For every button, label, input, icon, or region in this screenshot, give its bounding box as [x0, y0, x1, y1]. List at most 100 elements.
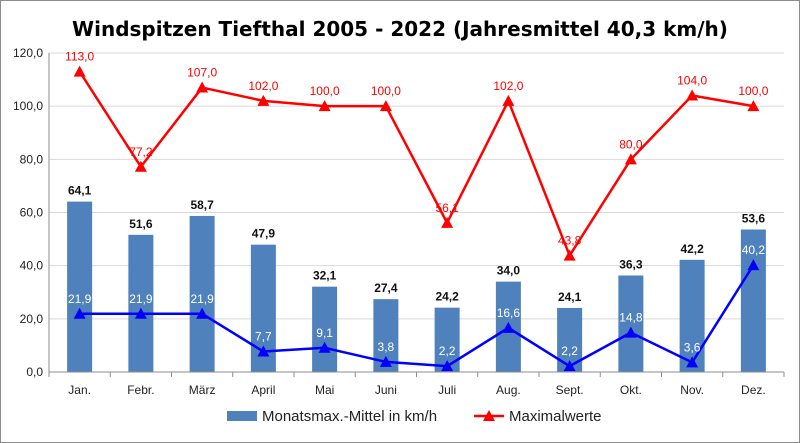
blue-point [563, 360, 576, 372]
line-series: 113,0 77,2 107,0 102,0 100,0 100,0 56,1 102,0 43… [65, 50, 769, 372]
legend-label-line: Maximalwerte [509, 408, 602, 425]
legend: Monatsmax.-Mittel in km/h Maximalwerte [227, 408, 602, 425]
max-value-label: 113,0 [65, 50, 94, 64]
x-category-label: März [189, 383, 216, 397]
y-tick-label: 100,0 [13, 99, 43, 113]
blue-point [747, 259, 760, 271]
y-tick-label: 40,0 [20, 259, 44, 273]
x-category-label: Dez. [741, 383, 766, 397]
bar [189, 215, 215, 372]
bar-labels: 64,1 51,6 58,7 47,9 32,1 27,4 24,2 34,0 24,1 36,3… [68, 184, 765, 304]
blue-value-label: 3,8 [378, 340, 395, 354]
blue-point [624, 326, 637, 338]
x-category-label: Okt. [620, 383, 642, 397]
max-line [78, 70, 754, 257]
x-category-label: Juli [438, 383, 456, 397]
bar [618, 275, 644, 372]
blue-value-label: 16,6 [497, 306, 521, 320]
bar-value-label: 64,1 [68, 184, 92, 198]
y-tick-label: 20,0 [20, 312, 44, 326]
y-axis: 0,0 20,0 40,0 60,0 80,0 100,0 120,0 [13, 46, 50, 379]
legend-swatch-bars [227, 411, 257, 421]
max-value-label: 80,0 [619, 137, 643, 151]
max-value-label: 107,0 [187, 66, 217, 80]
max-point [73, 65, 86, 77]
max-point [747, 100, 760, 112]
bar-value-label: 51,6 [129, 217, 153, 231]
blue-point [441, 360, 454, 372]
blue-line [79, 264, 755, 368]
chart-title: Windspitzen Tiefthal 2005 - 2022 (Jahres… [72, 17, 728, 41]
gridlines [49, 52, 784, 373]
legend-marker [483, 410, 495, 421]
x-category-label: Febr. [127, 383, 154, 397]
bar [679, 259, 705, 372]
y-tick-label: 120,0 [13, 46, 43, 60]
bar-value-label: 53,6 [742, 212, 766, 226]
blue-value-label: 40,2 [742, 243, 766, 257]
x-category-label: Juni [375, 383, 397, 397]
bar-value-label: 24,2 [435, 290, 459, 304]
bar-value-label: 36,3 [619, 258, 643, 272]
max-point [196, 81, 209, 93]
max-value-label: 102,0 [493, 79, 523, 93]
max-value-label: 43,8 [558, 234, 582, 248]
max-point [502, 94, 515, 106]
max-point [257, 94, 270, 106]
bar-value-label: 42,2 [680, 242, 704, 256]
x-category-label: Aug. [496, 383, 521, 397]
blue-point [134, 307, 147, 319]
bar-value-label: 34,0 [497, 264, 521, 278]
bar [312, 286, 338, 372]
max-point [563, 249, 576, 261]
bar-value-label: 27,4 [374, 281, 398, 295]
x-category-label: Nov. [680, 383, 704, 397]
max-point [686, 89, 699, 101]
bar [740, 229, 766, 372]
blue-value-label: 21,9 [68, 292, 92, 306]
max-point [624, 153, 637, 165]
blue-value-label: 21,9 [129, 292, 153, 306]
y-tick-label: 0,0 [26, 365, 43, 379]
max-point [134, 160, 147, 172]
bar-value-label: 24,1 [558, 290, 582, 304]
max-value-label: 100,0 [371, 84, 401, 98]
y-tick-label: 60,0 [20, 206, 44, 220]
max-point [441, 216, 454, 228]
max-value-label: 100,0 [310, 84, 340, 98]
max-value-label: 102,0 [248, 79, 278, 93]
blue-value-label: 7,7 [255, 330, 272, 344]
x-category-label: April [251, 383, 275, 397]
blue-value-label: 21,9 [190, 292, 214, 306]
max-point [318, 100, 331, 112]
blue-point [196, 307, 209, 319]
blue-point [502, 321, 515, 333]
max-value-label: 100,0 [738, 84, 768, 98]
blue-point [379, 355, 392, 367]
blue-point [686, 356, 699, 368]
bar-value-label: 32,1 [313, 269, 337, 283]
bar-series [67, 201, 766, 372]
bar-value-label: 47,9 [252, 227, 276, 241]
bar [128, 234, 154, 372]
blue-value-label: 3,6 [684, 340, 701, 354]
blue-point [257, 345, 270, 357]
bar-value-label: 58,7 [190, 198, 214, 212]
max-value-label: 56,1 [435, 201, 459, 215]
bar [67, 201, 93, 372]
x-category-label: Mai [315, 383, 334, 397]
blue-value-label: 2,2 [439, 344, 456, 358]
max-point [379, 100, 392, 112]
max-value-label: 104,0 [677, 74, 707, 88]
blue-point [73, 307, 86, 319]
x-category-label: Jan. [68, 383, 91, 397]
max-value-label: 77,2 [129, 145, 153, 159]
blue-value-label: 9,1 [316, 326, 333, 340]
y-tick-label: 80,0 [20, 152, 44, 166]
x-axis: Jan. Febr. März April Mai Juni Juli Aug. Sept. Ok… [48, 371, 785, 397]
blue-value-label: 2,2 [561, 344, 578, 358]
x-category-label: Sept. [556, 383, 584, 397]
legend-label-bars: Monatsmax.-Mittel in km/h [262, 408, 437, 425]
blue-point [318, 341, 331, 353]
